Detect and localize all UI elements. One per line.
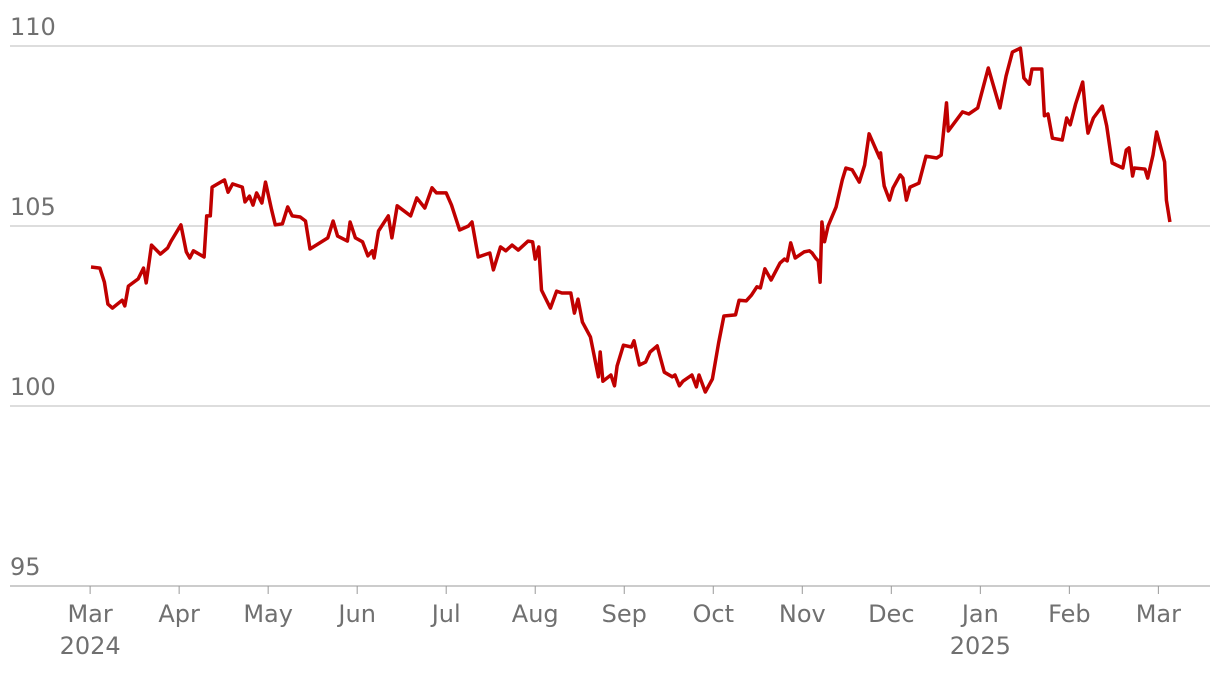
year-label: 2025 bbox=[950, 632, 1011, 660]
x-tick-label: Dec bbox=[868, 600, 914, 628]
line bbox=[90, 46, 1172, 394]
x-tick-label: Feb bbox=[1048, 600, 1091, 628]
x-tick-label: Jul bbox=[430, 600, 461, 628]
y-tick-label: 105 bbox=[10, 193, 56, 221]
x-tick-label: Aug bbox=[512, 600, 559, 628]
x-tick-label: Oct bbox=[693, 600, 735, 628]
x-tick-label: Mar bbox=[1136, 600, 1181, 628]
x-tick-label: Jun bbox=[336, 600, 376, 628]
x-tick-label: May bbox=[243, 600, 293, 628]
x-tick-label: Nov bbox=[779, 600, 826, 628]
x-tick-label: Jan bbox=[960, 600, 999, 628]
x-tick-label: Sep bbox=[602, 600, 647, 628]
y-tick-label: 95 bbox=[10, 553, 41, 581]
x-tick-label: Mar bbox=[67, 600, 112, 628]
year-label: 2024 bbox=[60, 632, 121, 660]
y-tick-label: 100 bbox=[10, 373, 56, 401]
x-tick-label: Apr bbox=[158, 600, 200, 628]
y-tick-label: 110 bbox=[10, 13, 56, 41]
